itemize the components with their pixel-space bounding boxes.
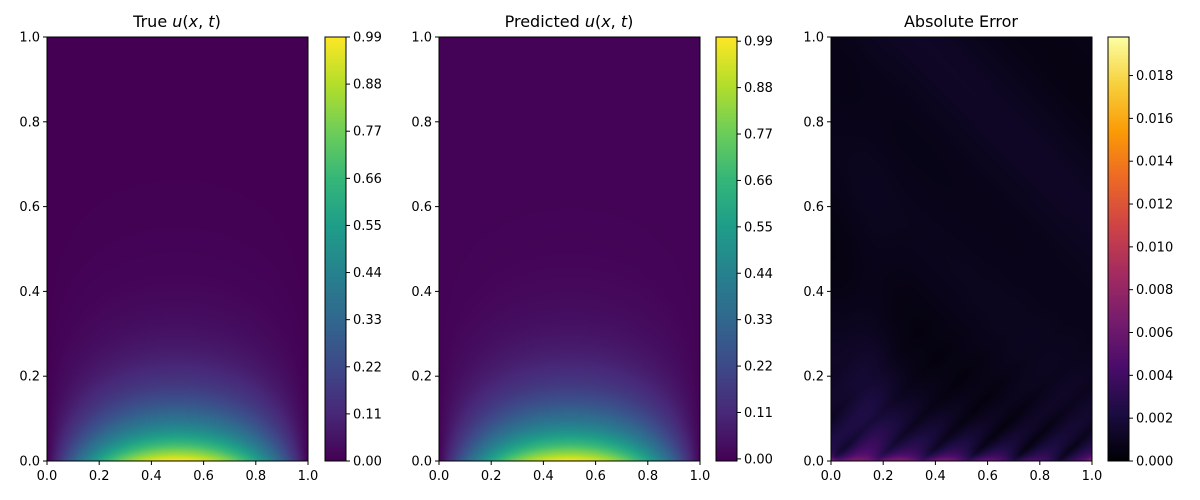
colorbar-tick-label: 0.11: [353, 407, 382, 422]
colorbar-tick-label: 0.88: [353, 78, 382, 93]
x-tick-label: 0.0: [429, 469, 450, 484]
colorbar-tick-label: 0.99: [353, 31, 382, 46]
x-tick-label: 0.4: [141, 469, 162, 484]
heatmap-image: [831, 37, 1092, 461]
axes-frame: [46, 36, 309, 462]
y-tick-label: 0.6: [803, 200, 824, 215]
panel-title: Absolute Error: [904, 12, 1018, 31]
y-tick-label: 0.0: [19, 455, 40, 470]
colorbar-tick-label: 0.004: [1136, 369, 1173, 384]
y-tick-label: 0.8: [803, 115, 824, 130]
colorbar-tick-label: 0.77: [744, 128, 773, 143]
colorbar-tick-label: 0.014: [1136, 155, 1173, 170]
colorbar-frame: [715, 36, 738, 462]
y-tick-label: 0.8: [411, 115, 432, 130]
y-tick-label: 0.4: [803, 285, 824, 300]
y-tick-label: 0.4: [19, 285, 40, 300]
y-tick-label: 0.6: [19, 200, 40, 215]
x-tick-label: 0.2: [89, 469, 110, 484]
y-tick-label: 1.0: [411, 31, 432, 46]
colorbar-tick-label: 0.006: [1136, 326, 1173, 341]
colorbar-frame: [1107, 36, 1130, 462]
colorbar-tick-label: 0.010: [1136, 240, 1173, 255]
panel-title: Predicted u(x, t): [505, 12, 634, 31]
x-tick-label: 0.6: [977, 469, 998, 484]
x-tick-label: 0.6: [585, 469, 606, 484]
x-tick-label: 0.2: [873, 469, 894, 484]
y-tick-label: 0.2: [803, 370, 824, 385]
panel-error: Absolute Error 0.0 0.2 0.4 0.6 0.8 1.0 0.0 0.2 0.…: [803, 12, 1173, 484]
colorbar-tick-label: 0.00: [744, 452, 773, 467]
colorbar-tick-label: 0.11: [744, 406, 773, 421]
x-tick-label: 0.4: [533, 469, 554, 484]
colorbar: [716, 37, 737, 461]
colorbar-tick-label: 0.016: [1136, 112, 1173, 127]
colorbar-tick-label: 0.22: [353, 360, 382, 375]
y-tick-label: 0.0: [803, 455, 824, 470]
x-tick-label: 0.2: [481, 469, 502, 484]
x-tick-label: 1.0: [1082, 469, 1103, 484]
x-tick-label: 0.0: [37, 469, 58, 484]
colorbar: [1108, 37, 1129, 461]
x-tick-label: 1.0: [690, 469, 711, 484]
x-tick-label: 0.8: [637, 469, 658, 484]
colorbar-tick-label: 0.008: [1136, 283, 1173, 298]
y-tick-label: 0.2: [411, 370, 432, 385]
y-tick-label: 0.4: [411, 285, 432, 300]
x-tick-label: 0.8: [1029, 469, 1050, 484]
y-tick-label: 0.6: [411, 200, 432, 215]
y-tick-label: 1.0: [19, 31, 40, 46]
x-tick-label: 0.6: [193, 469, 214, 484]
heatmap-image: [47, 37, 308, 461]
colorbar-tick-label: 0.88: [744, 81, 773, 96]
colorbar-tick-label: 0.99: [744, 35, 773, 50]
colorbar-tick-label: 0.33: [744, 313, 773, 328]
panel-true: True u(x, t) 0.0 0.2 0.4 0.6 0.8 1.0 0.0 0.2 0.4 0…: [19, 12, 382, 484]
colorbar-frame: [324, 36, 347, 462]
colorbar-tick-label: 0.66: [744, 174, 773, 189]
y-tick-label: 0.8: [19, 115, 40, 130]
x-tick-label: 1.0: [298, 469, 319, 484]
colorbar-tick-label: 0.55: [744, 220, 773, 235]
colorbar-tick-label: 0.000: [1136, 455, 1173, 470]
axes-frame: [830, 36, 1093, 462]
panel-title: True u(x, t): [132, 12, 221, 31]
colorbar-tick-label: 0.77: [353, 125, 382, 140]
colorbar-tick-label: 0.55: [353, 219, 382, 234]
y-tick-label: 0.2: [19, 370, 40, 385]
colorbar-tick-label: 0.33: [353, 313, 382, 328]
panel-predicted: Predicted u(x, t) 0.0 0.2 0.4 0.6 0.8 1.0 0.0 0.…: [411, 12, 773, 484]
colorbar-tick-label: 0.66: [353, 172, 382, 187]
x-tick-label: 0.8: [245, 469, 266, 484]
x-tick-label: 0.4: [925, 469, 946, 484]
colorbar-tick-label: 0.44: [744, 267, 773, 282]
colorbar: [325, 37, 346, 461]
x-tick-label: 0.0: [821, 469, 842, 484]
colorbar-tick-label: 0.012: [1136, 198, 1173, 213]
colorbar-tick-label: 0.22: [744, 360, 773, 375]
y-tick-label: 1.0: [803, 31, 824, 46]
colorbar-tick-label: 0.002: [1136, 412, 1173, 427]
colorbar-tick-label: 0.018: [1136, 69, 1173, 84]
heatmap-image: [439, 37, 700, 461]
axes-frame: [438, 36, 701, 462]
colorbar-tick-label: 0.44: [353, 266, 382, 281]
colorbar-tick-label: 0.00: [353, 455, 382, 470]
y-tick-label: 0.0: [411, 455, 432, 470]
